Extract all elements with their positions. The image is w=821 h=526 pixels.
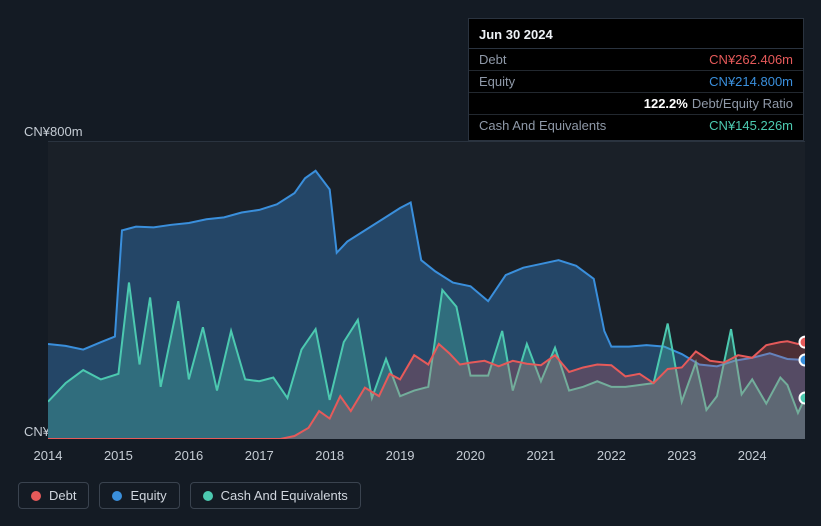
- chart-plot-area[interactable]: [48, 141, 805, 439]
- x-tick-label: 2021: [526, 448, 555, 463]
- x-axis: 2014201520162017201820192020202120222023…: [48, 448, 805, 464]
- legend-equity[interactable]: Equity: [99, 482, 179, 509]
- tooltip-label: Debt: [479, 52, 506, 67]
- x-tick-label: 2017: [245, 448, 274, 463]
- tooltip-row-cash: Cash And Equivalents CN¥145.226m: [469, 115, 803, 136]
- tooltip-date: Jun 30 2024: [469, 23, 803, 49]
- y-axis-label-max: CN¥800m: [24, 124, 83, 139]
- legend-label: Equity: [130, 488, 166, 503]
- legend: Debt Equity Cash And Equivalents: [18, 482, 361, 509]
- legend-swatch: [31, 491, 41, 501]
- x-tick-label: 2014: [34, 448, 63, 463]
- legend-label: Debt: [49, 488, 76, 503]
- chart-tooltip: Jun 30 2024 Debt CN¥262.406m Equity CN¥2…: [468, 18, 804, 141]
- legend-label: Cash And Equivalents: [221, 488, 348, 503]
- tooltip-value: CN¥214.800m: [709, 74, 793, 89]
- x-tick-label: 2019: [386, 448, 415, 463]
- hover-dot: [800, 337, 806, 348]
- tooltip-ratio: 122.2%Debt/Equity Ratio: [644, 96, 793, 111]
- hover-dot: [800, 355, 806, 366]
- tooltip-row-debt: Debt CN¥262.406m: [469, 49, 803, 71]
- tooltip-value: CN¥145.226m: [709, 118, 793, 133]
- hover-dot: [800, 393, 806, 404]
- x-tick-label: 2018: [315, 448, 344, 463]
- x-tick-label: 2024: [738, 448, 767, 463]
- x-tick-label: 2020: [456, 448, 485, 463]
- tooltip-label: Cash And Equivalents: [479, 118, 606, 133]
- x-tick-label: 2015: [104, 448, 133, 463]
- x-tick-label: 2016: [174, 448, 203, 463]
- legend-cash[interactable]: Cash And Equivalents: [190, 482, 361, 509]
- tooltip-value: CN¥262.406m: [709, 52, 793, 67]
- tooltip-label: Equity: [479, 74, 515, 89]
- x-tick-label: 2022: [597, 448, 626, 463]
- legend-swatch: [112, 491, 122, 501]
- tooltip-row-ratio: 122.2%Debt/Equity Ratio: [469, 93, 803, 115]
- legend-swatch: [203, 491, 213, 501]
- x-tick-label: 2023: [667, 448, 696, 463]
- legend-debt[interactable]: Debt: [18, 482, 89, 509]
- tooltip-row-equity: Equity CN¥214.800m: [469, 71, 803, 93]
